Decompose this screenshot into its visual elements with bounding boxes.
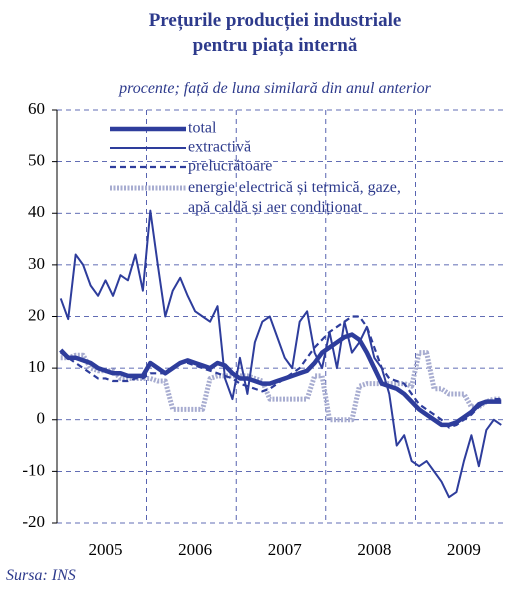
y-tick-label: 30 [28, 254, 45, 273]
chart-title: pentru piața internă [193, 35, 358, 56]
series-line [60, 350, 502, 423]
y-tick-label: 20 [28, 305, 45, 324]
x-tick-label: 2007 [268, 540, 303, 559]
chart-subtitle: procente; față de luna similară din anul… [118, 80, 432, 97]
legend-label: extractivă [188, 139, 251, 156]
x-tick-label: 2006 [178, 540, 212, 559]
legend-label: total [188, 120, 217, 137]
y-tick-label: -20 [22, 512, 45, 531]
series-line [59, 209, 502, 499]
series-line [60, 315, 502, 429]
legend-label: prelucrătoare [188, 158, 272, 175]
y-tick-label: 50 [28, 151, 45, 170]
x-tick-label: 2008 [357, 540, 391, 559]
source: Sursa: INS [6, 567, 76, 584]
y-tick-label: 10 [28, 357, 45, 376]
series-line [59, 332, 502, 428]
x-tick-label: 2005 [89, 540, 123, 559]
y-tick-label: 0 [37, 409, 46, 428]
chart-title: Prețurile producției industriale [149, 10, 402, 31]
y-tick-label: 60 [28, 99, 45, 118]
legend-label: energie electrică și termică, gaze, apă c… [188, 179, 401, 216]
y-tick-label: 40 [28, 202, 45, 221]
y-tick-label: -10 [22, 460, 45, 479]
x-tick-label: 2009 [447, 540, 481, 559]
